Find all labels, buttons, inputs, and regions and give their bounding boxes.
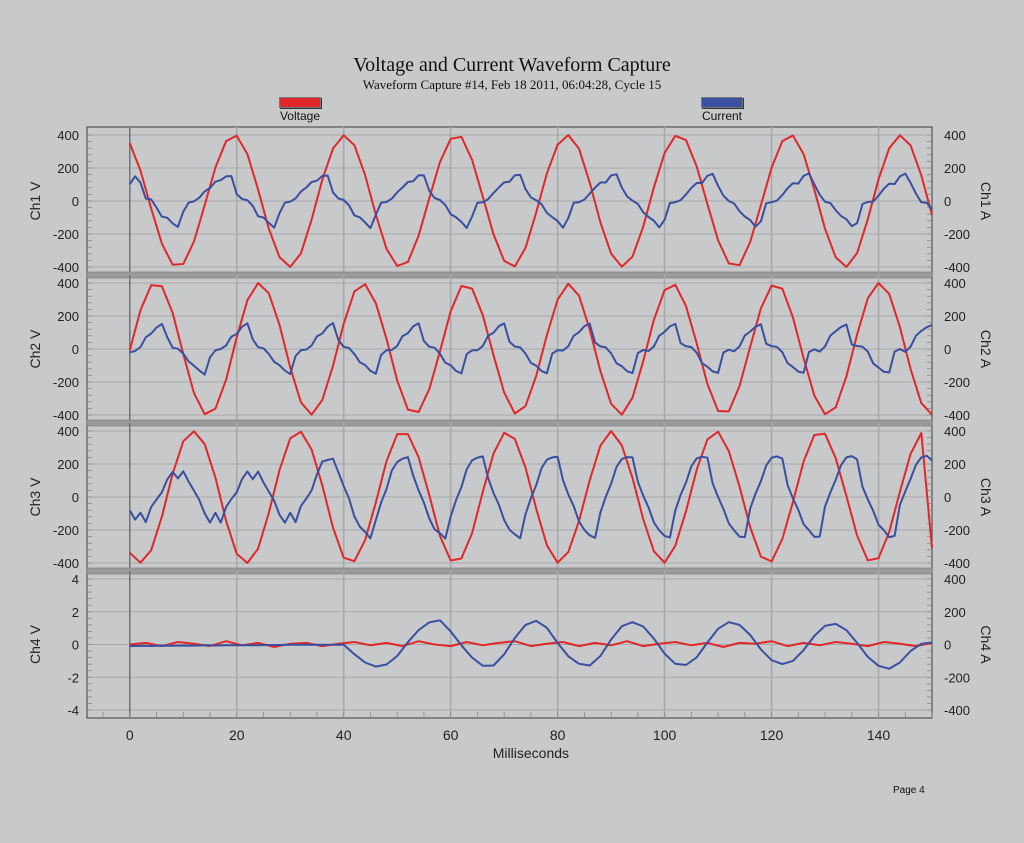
x-axis-label: Milliseconds <box>493 745 569 761</box>
right-axis-label: Ch2 A <box>978 330 994 369</box>
left-tick-label: 0 <box>72 194 79 209</box>
legend-current-swatch <box>701 97 743 108</box>
right-tick-label: -200 <box>944 523 970 538</box>
left-tick-label: -200 <box>53 375 79 390</box>
right-tick-label: -200 <box>944 227 970 242</box>
left-tick-label: -400 <box>53 260 79 275</box>
series-current-line <box>128 454 933 540</box>
left-tick-label: 400 <box>57 128 79 143</box>
left-tick-label: -400 <box>53 556 79 571</box>
right-tick-label: 200 <box>944 457 966 472</box>
left-tick-label: -200 <box>53 227 79 242</box>
right-tick-label: 0 <box>944 342 951 357</box>
left-tick-label: 0 <box>72 342 79 357</box>
panel-separator <box>86 567 933 575</box>
left-tick-label: 200 <box>57 309 79 324</box>
panel-separator <box>86 419 933 427</box>
left-axis-label: Ch4 V <box>27 624 43 664</box>
series-voltage-line <box>128 134 933 268</box>
legend-voltage-swatch <box>279 97 321 108</box>
x-tick-label: 20 <box>229 727 245 743</box>
right-axis-label: Ch1 A <box>978 182 994 221</box>
right-tick-label: -400 <box>944 408 970 423</box>
right-tick-label: -200 <box>944 375 970 390</box>
series-voltage-line <box>128 282 933 416</box>
right-tick-label: 200 <box>944 309 966 324</box>
series-current-line <box>129 619 933 670</box>
right-tick-label: -400 <box>944 260 970 275</box>
legend-voltage-label: Voltage <box>279 109 321 123</box>
series-current-line <box>129 322 933 376</box>
right-tick-label: 0 <box>944 194 951 209</box>
left-tick-label: -400 <box>53 408 79 423</box>
x-tick-label: 80 <box>550 727 566 743</box>
series-voltage-line <box>129 430 933 564</box>
right-tick-label: -400 <box>944 556 970 571</box>
left-tick-label: 4 <box>72 572 79 587</box>
left-tick-label: -200 <box>53 523 79 538</box>
right-tick-label: 400 <box>944 128 966 143</box>
x-tick-label: 100 <box>653 727 677 743</box>
left-axis-label: Ch1 V <box>27 181 43 221</box>
right-tick-label: 0 <box>944 638 951 653</box>
x-tick-label: 40 <box>336 727 352 743</box>
page-number: Page 4 <box>893 785 925 796</box>
chart-subtitle: Waveform Capture #14, Feb 18 2011, 06:04… <box>362 77 662 92</box>
right-tick-label: -200 <box>944 670 970 685</box>
x-tick-label: 140 <box>867 727 891 743</box>
legend-voltage: Voltage <box>277 97 323 123</box>
left-tick-label: -4 <box>67 703 79 718</box>
right-tick-label: 0 <box>944 490 951 505</box>
left-tick-label: 0 <box>72 490 79 505</box>
panel-separator <box>86 271 933 279</box>
right-tick-label: 200 <box>944 161 966 176</box>
left-tick-label: 200 <box>57 457 79 472</box>
left-axis-label: Ch2 V <box>27 329 43 369</box>
right-tick-label: 400 <box>944 276 966 291</box>
left-tick-label: -2 <box>67 670 79 685</box>
chart-title: Voltage and Current Waveform Capture <box>353 54 671 76</box>
right-tick-label: -400 <box>944 703 970 718</box>
right-axis-label: Ch3 A <box>978 478 994 517</box>
left-tick-label: 200 <box>57 161 79 176</box>
left-axis-label: Ch3 V <box>27 477 43 517</box>
legend-current-label: Current <box>701 109 742 123</box>
x-tick-label: 0 <box>126 727 134 743</box>
right-tick-label: 400 <box>944 572 966 587</box>
right-tick-label: 200 <box>944 605 966 620</box>
x-tick-label: 120 <box>760 727 784 743</box>
left-tick-label: 400 <box>57 276 79 291</box>
left-tick-label: 0 <box>72 638 79 653</box>
left-tick-label: 400 <box>57 424 79 439</box>
series-current-line <box>128 172 933 230</box>
x-tick-label: 60 <box>443 727 459 743</box>
left-tick-label: 2 <box>72 605 79 620</box>
right-axis-label: Ch4 A <box>978 625 994 664</box>
right-tick-label: 400 <box>944 424 966 439</box>
legend-current: Current <box>699 97 745 123</box>
